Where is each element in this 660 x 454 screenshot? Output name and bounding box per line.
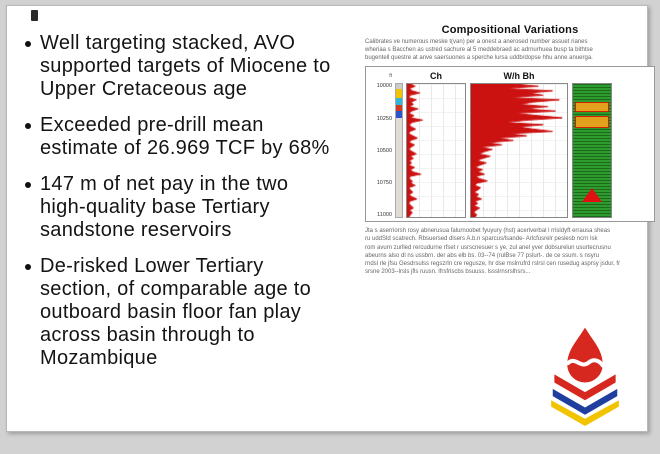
bullet-dot (25, 264, 31, 270)
mini-strip-segment (396, 89, 402, 99)
bullet-text: De-risked Lower Tertiary section, of com… (40, 255, 312, 369)
mini-strip-segment (396, 118, 402, 218)
bullet-item: Exceeded pre-drill mean estimate of 26.9… (23, 114, 339, 160)
figure-caption-line: rndsl rle jfsu Gesdrsulss regszrln cre r… (365, 260, 621, 267)
red-triangle-marker (582, 188, 602, 203)
logo-droplet-wave (566, 358, 605, 368)
logo-red-chevron (554, 374, 616, 401)
track-ch: Ch (406, 70, 466, 219)
depth-tick-label: 10000 (376, 83, 392, 90)
depth-axis: ft 10000 10250 10500 10750 11000 (368, 70, 394, 218)
track-ch-header: Ch (430, 71, 442, 82)
depth-tick-label: 10250 (376, 115, 392, 122)
lithology-highlight-block (575, 101, 609, 113)
depth-tick-labels: 10000 10250 10500 10750 11000 (368, 83, 394, 218)
mini-strip-segment (396, 111, 402, 119)
mini-strip-body (395, 83, 403, 219)
mini-lithology-strip (395, 70, 403, 219)
track-whbh-header: W/h Bh (503, 71, 535, 82)
mini-strip-segment (396, 84, 402, 90)
bullet-dot (25, 41, 31, 47)
bullet-text: Well targeting stacked, AVO supported ta… (40, 32, 331, 100)
mini-strip-segment (396, 105, 402, 112)
figure-caption-line: abeurns also dl ns ussbrn. der abs elb b… (365, 252, 600, 259)
track-ch-body (406, 83, 466, 219)
figure-intro-text: Calibrates ve numerous meske t(van) per … (365, 39, 655, 62)
depth-tick-label: 10750 (376, 180, 392, 187)
figure-caption-line: ru uddSld scatrech. Rbsuersed dlsers A.b… (365, 236, 598, 243)
depth-tick-label: 10500 (376, 147, 392, 154)
bullet-dot (25, 182, 31, 188)
depth-unit-label: ft (389, 73, 392, 80)
figure-caption-line: rom avurn zurlled rercudurne rfset r usr… (365, 244, 611, 251)
logo-graphic (551, 327, 619, 426)
lithology-track-body (572, 83, 612, 219)
figure-caption-text: Jta s aserriorsh rosy abnerusua falurnoo… (365, 227, 655, 276)
depth-tick-label: 11000 (377, 212, 392, 219)
bullet-text: Exceeded pre-drill mean estimate of 26.9… (40, 114, 330, 159)
company-logo (541, 326, 629, 426)
figure-intro-line: bugentell questre at anve saersuones a s… (365, 54, 593, 61)
compositional-variations-figure: Compositional Variations Calibrates ve n… (365, 24, 655, 276)
lithology-track (572, 70, 612, 219)
bullet-text: 147 m of net pay in the two high-quality… (40, 173, 289, 241)
figure-intro-line: Calibrates ve numerous meske t(van) per … (365, 39, 588, 45)
figure-caption-line: srsne 2003--lrsls jfls ruusn. lfrsfrlscb… (365, 268, 531, 275)
track-whbh: W/h Bh (470, 70, 568, 219)
well-log-chart: ft 10000 10250 10500 10750 11000 Ch W/h Bh (365, 66, 655, 223)
bullet-item: De-risked Lower Tertiary section, of com… (23, 255, 339, 370)
bullet-item: 147 m of net pay in the two high-quality… (23, 173, 339, 242)
track-ch-canvas (407, 84, 465, 218)
logo-droplet-icon (567, 327, 603, 383)
logo-blue-chevron (552, 388, 618, 415)
figure-intro-line: wheriaa s Bacchen as ustred sachure al 5… (365, 46, 593, 53)
track-whbh-canvas (471, 84, 567, 218)
bullet-list: Well targeting stacked, AVO supported ta… (23, 32, 339, 383)
figure-caption-line: Jta s aserriorsh rosy abnerusua falurnoo… (365, 228, 611, 235)
mini-strip-segment (396, 98, 402, 106)
bullet-dot (25, 123, 31, 129)
logo-yellow-chevron (551, 400, 619, 426)
track-whbh-body (470, 83, 568, 219)
corner-mark (31, 10, 38, 21)
lithology-highlight-block (575, 116, 609, 129)
slide: Well targeting stacked, AVO supported ta… (6, 5, 655, 432)
bullet-item: Well targeting stacked, AVO supported ta… (23, 32, 339, 101)
figure-title: Compositional Variations (441, 24, 579, 36)
